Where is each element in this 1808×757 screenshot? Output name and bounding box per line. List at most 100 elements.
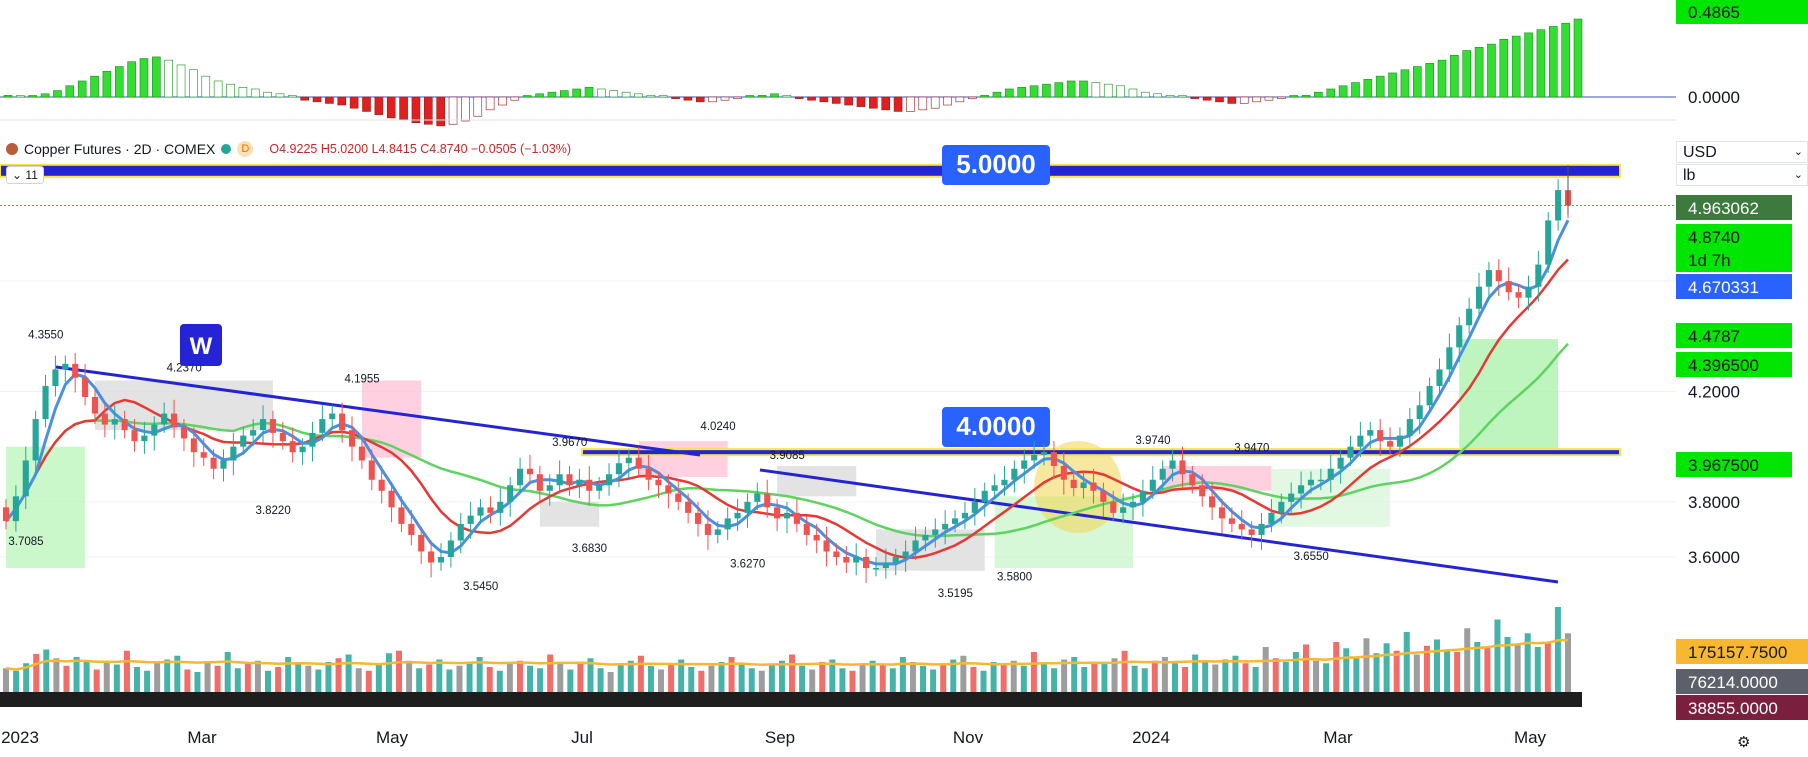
candle-body (615, 463, 623, 475)
candle-body (1347, 446, 1354, 458)
symbol-title[interactable]: Copper Futures · 2D · COMEX (24, 141, 216, 157)
candle-body (635, 457, 642, 469)
volume-bar (254, 660, 261, 707)
candle-body (605, 474, 613, 486)
candle-body (1149, 479, 1156, 491)
volume-bar (1464, 628, 1471, 707)
candle-body (566, 474, 573, 486)
volume-bar (93, 669, 100, 707)
volume-bar (1413, 654, 1420, 707)
oscillator-bar (881, 96, 891, 111)
candle-body (1021, 460, 1028, 469)
candlestick-series (2, 165, 1572, 583)
candle-body (269, 419, 276, 433)
oscillator-bar (485, 96, 495, 111)
indicator-count: 11 (25, 168, 38, 182)
oscillator-bar (1042, 83, 1051, 98)
candle-body (52, 369, 59, 386)
time-label-may-2024: May (1513, 728, 1547, 747)
oscillator-bar (906, 96, 915, 112)
volume-bar (305, 665, 312, 707)
oscillator-bar (16, 95, 25, 98)
candle-body (981, 490, 988, 502)
level-band-4 (581, 448, 1621, 457)
candle-body (121, 419, 128, 431)
candle-body (536, 474, 543, 491)
level-label-5: 5.0000 (956, 149, 1036, 179)
oscillator-bar (547, 91, 557, 98)
volume-bar (184, 669, 191, 707)
candle-body (131, 430, 138, 442)
volume-bar (738, 663, 745, 707)
candle-body (279, 432, 286, 442)
oscillator-bar (1141, 91, 1150, 98)
volume-bar (849, 670, 856, 707)
candle-body (329, 413, 336, 420)
candle-body (230, 446, 237, 461)
candle-body (1011, 468, 1018, 480)
candle-body (1367, 430, 1374, 436)
oscillator-bar (1499, 38, 1509, 98)
oscillator-bar (1338, 85, 1348, 98)
volume-bar (1000, 664, 1007, 707)
volume-bar (1484, 647, 1491, 707)
pivot-label: 3.5450 (463, 581, 498, 593)
volume-bar (325, 662, 332, 707)
oscillator-bar (918, 96, 928, 111)
volume-bar (728, 657, 735, 707)
volume-bar (204, 662, 211, 707)
oscillator-bar (967, 96, 977, 99)
candle-body (922, 534, 929, 541)
volume-bar (758, 670, 765, 707)
candle-body (1495, 270, 1502, 282)
oscillator-bar (1289, 95, 1298, 98)
volume-bar (920, 665, 927, 707)
volume-bar (1141, 668, 1148, 707)
price-tick-label: 3.8000 (1688, 493, 1740, 512)
delayed-badge[interactable]: D (237, 141, 254, 157)
candle-body (596, 485, 603, 491)
price-tick-label: 4.2000 (1688, 382, 1740, 401)
volume-bar (375, 663, 382, 707)
volume-bar (1565, 633, 1571, 707)
oscillator-bar (1462, 50, 1472, 98)
candle-body (358, 446, 365, 461)
candle-body (1139, 490, 1146, 502)
candle-body (724, 518, 731, 530)
oscillator-bar (695, 96, 705, 103)
candle-body (912, 540, 919, 552)
pivot-label: 3.9740 (1135, 435, 1170, 447)
candle-body (408, 523, 415, 535)
candle-body (170, 413, 178, 428)
candle-body (833, 551, 840, 557)
volume-bar (285, 657, 292, 707)
candle-body (1129, 501, 1137, 508)
oscillator-bar (28, 95, 38, 98)
unit-selector[interactable]: lb ⌄ (1676, 164, 1808, 186)
volume-bar (1494, 619, 1501, 707)
oscillator-bar (1400, 69, 1410, 98)
price-badge (1676, 452, 1792, 477)
price-levels: 5.0000 4.0000 (0, 145, 1676, 457)
oscillator-bar (1091, 82, 1101, 98)
low-value: L4.8415 (371, 142, 417, 156)
time-label-may: May (375, 728, 409, 747)
oscillator-bar (943, 96, 952, 106)
settings-gear-icon[interactable]: ⚙ (1737, 734, 1751, 751)
oscillator-bar (831, 96, 841, 104)
chevron-down-icon: ⌄ (1793, 169, 1803, 181)
volume-bar (688, 667, 695, 707)
candle-body (22, 460, 29, 497)
indicator-toggle-button[interactable]: ⌄ 11 (6, 166, 44, 184)
oscillator-bar (189, 69, 198, 98)
candle-body (1406, 419, 1413, 436)
volume-bar (1403, 632, 1410, 707)
candle-body (1050, 452, 1057, 466)
candle-body (853, 557, 860, 563)
candle-body (783, 512, 791, 519)
currency-selector[interactable]: USD ⌄ (1676, 141, 1808, 163)
unit-label: lb (1683, 167, 1696, 184)
candle-body (398, 507, 405, 524)
candle-body (665, 485, 672, 494)
